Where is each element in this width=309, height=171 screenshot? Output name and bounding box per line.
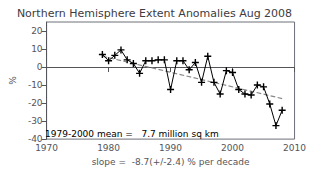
svg-text:20: 20 [31,26,43,36]
svg-text:2000: 2000 [221,143,244,153]
svg-text:Northern Hemisphere Extent Ano: Northern Hemisphere Extent Anomalies Aug… [17,7,292,20]
svg-text:10: 10 [31,44,43,54]
svg-text:0: 0 [37,62,43,72]
svg-text:-10: -10 [28,80,43,90]
svg-text:1980: 1980 [97,143,120,153]
svg-text:2010: 2010 [283,143,306,153]
svg-text:%: % [8,76,18,85]
svg-text:slope = -8.7(+/-2.4) % per de: slope = -8.7(+/-2.4) % per decade [92,157,250,167]
svg-text:1979-2000 mean = 7.7 million: 1979-2000 mean = 7.7 million sq km [45,129,219,139]
svg-text:-30: -30 [28,116,43,126]
svg-text:1990: 1990 [159,143,182,153]
svg-text:-20: -20 [28,98,43,108]
svg-text:1970: 1970 [35,143,58,153]
svg-text:-40: -40 [27,134,43,145]
